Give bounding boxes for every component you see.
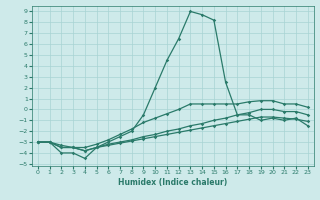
X-axis label: Humidex (Indice chaleur): Humidex (Indice chaleur) [118,178,228,187]
